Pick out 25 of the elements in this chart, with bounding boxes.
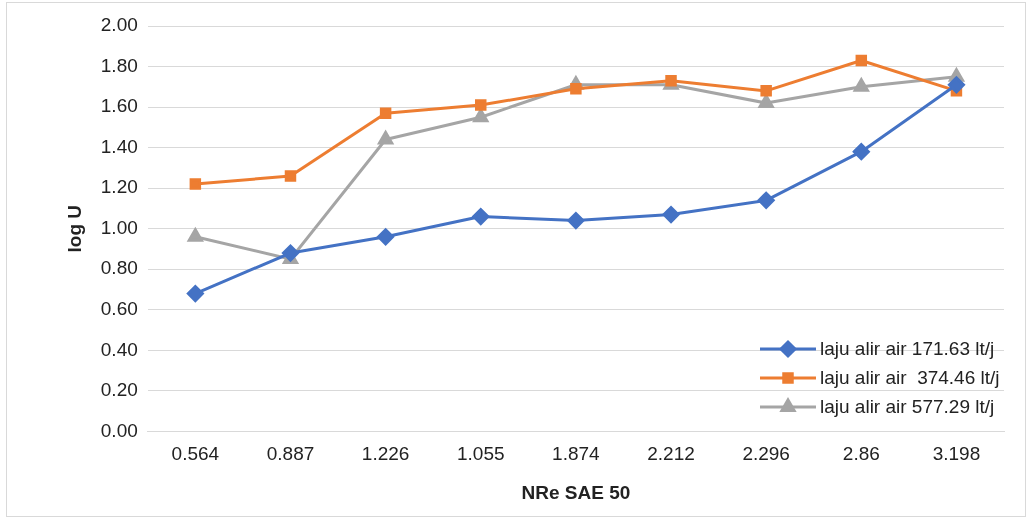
y-tick-label: 1.40 — [100, 135, 138, 157]
legend-label: laju alir air 171.63 lt/j — [820, 337, 995, 360]
legend-label: laju alir air 374.46 lt/j — [820, 366, 1000, 389]
legend-label: laju alir air 577.29 lt/j — [820, 395, 995, 418]
x-tick-label: 2.296 — [742, 443, 790, 465]
x-tick-label: 3.198 — [932, 443, 981, 465]
y-tick-label: 1.00 — [100, 216, 138, 238]
x-tick-label: 2.212 — [647, 443, 695, 465]
x-axis-title: NRe SAE 50 — [521, 481, 631, 503]
y-tick-label: 0.20 — [100, 379, 138, 401]
y-tick-label: 0.80 — [100, 257, 138, 279]
y-tick-label: 1.20 — [100, 176, 138, 198]
y-tick-label: 0.00 — [100, 419, 138, 441]
x-tick-label: 0.564 — [171, 443, 220, 465]
x-tick-label: 1.874 — [552, 443, 601, 465]
x-tick-label: 1.226 — [361, 443, 410, 465]
x-tick-label: 2.86 — [842, 443, 880, 465]
y-tick-label: 0.60 — [100, 298, 138, 320]
y-tick-label: 1.80 — [100, 54, 138, 76]
y-axis-title: log U — [63, 204, 85, 253]
x-tick-label: 1.055 — [456, 443, 505, 465]
y-tick-label: 0.40 — [100, 338, 138, 360]
y-tick-label: 2.00 — [100, 14, 138, 36]
x-tick-label: 0.887 — [266, 443, 315, 465]
y-tick-label: 1.60 — [100, 95, 138, 117]
